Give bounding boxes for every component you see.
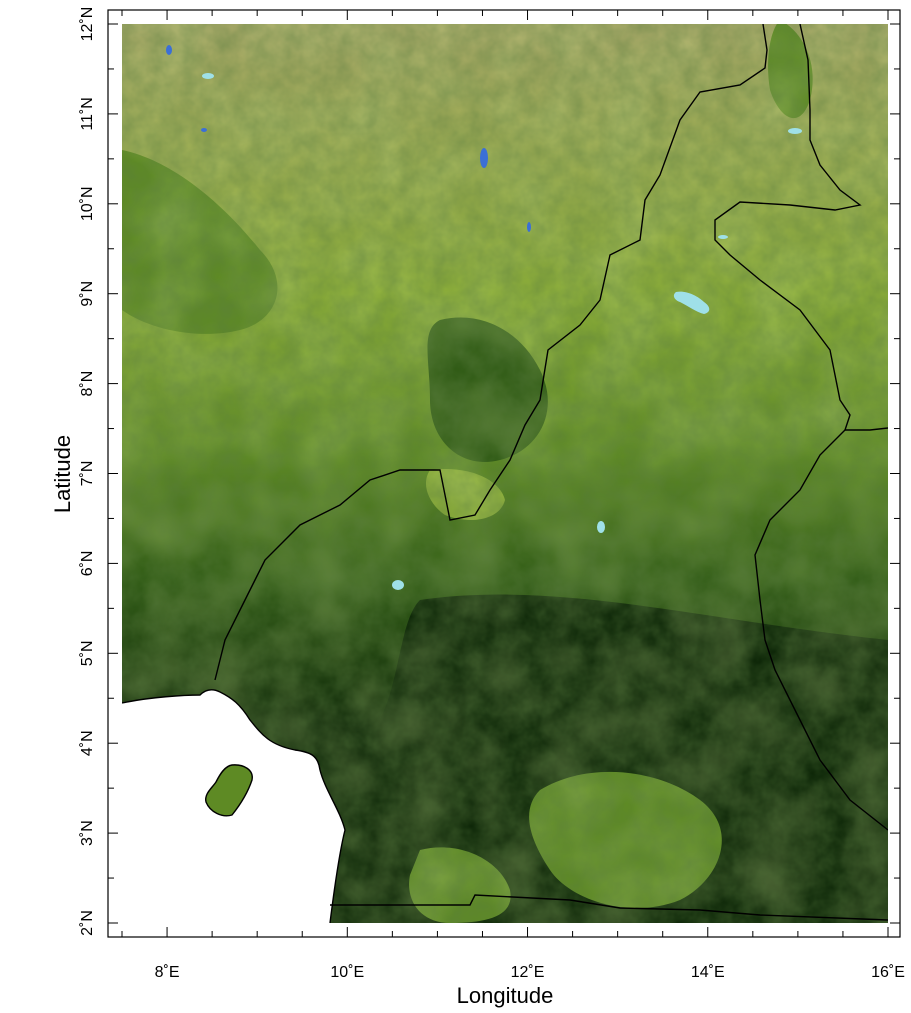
coastline [122,689,346,923]
wetland-4 [718,235,728,239]
x-axis-title: Longitude [457,983,554,1008]
lagdo-reservoir [673,291,710,314]
wetland-3 [788,128,802,134]
bioko-coastline [204,764,253,817]
x-tick-label: 12˚E [511,964,545,981]
wetland-mbakaou [597,521,605,533]
national-borders [122,24,888,923]
x-tick-label: 14˚E [691,964,725,981]
lake-3 [201,128,207,132]
y-tick-label: 12˚N [79,7,96,42]
border-cameroon-south [330,894,888,921]
y-tick-label: 3˚N [79,820,96,846]
y-axis-title: Latitude [50,435,75,513]
wetland-1 [202,73,214,79]
map-raster [122,24,888,923]
y-tick-label: 10˚N [79,186,96,221]
border-cameroon-car [754,429,888,831]
y-tick-label: 8˚N [79,371,96,397]
x-tick-label: 10˚E [330,964,364,981]
wetland-2 [392,580,404,590]
y-axis: 2˚N 3˚N 4˚N 5˚N 6˚N 7˚N 8˚N 9˚N 10˚N 11˚N 12˚N [79,7,900,936]
lake-2 [527,222,531,232]
border-nigeria-cameroon [214,24,768,681]
x-tick-label: 16˚E [871,964,905,981]
lake-1 [166,45,172,55]
border-cameroon-chad [714,24,888,431]
x-tick-label: 8˚E [155,964,180,981]
y-tick-label: 4˚N [79,730,96,756]
y-tick-label: 11˚N [79,97,96,130]
lake-tiga [480,148,488,168]
y-tick-label: 7˚N [79,461,96,487]
y-tick-label: 5˚N [79,640,96,666]
x-axis: 8˚E 10˚E 12˚E 14˚E 16˚E [121,10,905,981]
y-tick-label: 6˚N [79,551,96,577]
y-tick-label: 9˚N [79,281,96,307]
bioko-island [205,764,253,816]
y-tick-label: 2˚N [79,910,96,936]
